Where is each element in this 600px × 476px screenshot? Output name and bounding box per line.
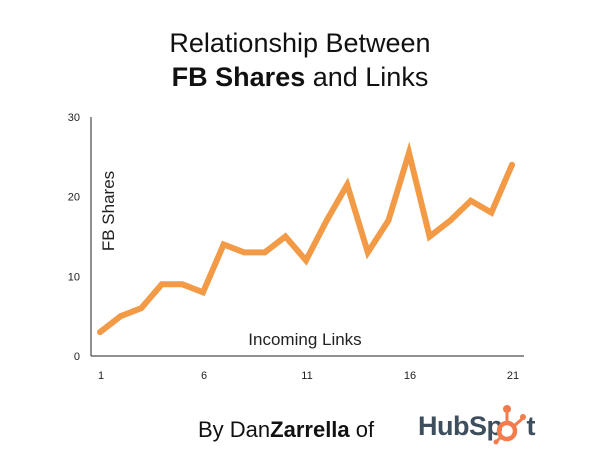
credit-suffix: of (349, 417, 375, 442)
data-point (385, 217, 392, 224)
data-point (261, 249, 268, 256)
logo-text-b: t (526, 411, 536, 441)
x-tick-label: 16 (404, 370, 416, 382)
series-points (97, 149, 515, 335)
hubspot-logo: HubSp t (418, 411, 535, 442)
chart-title-line-2: FB Shares and Links (0, 60, 600, 94)
chart-title-rest: and Links (305, 62, 429, 92)
data-point (200, 289, 206, 296)
data-point (406, 149, 412, 156)
series-line (97, 141, 515, 336)
y-tick-labels: 0 10 20 30 (68, 112, 80, 363)
chart-title-bold: FB Shares (171, 62, 306, 92)
data-point (467, 197, 474, 204)
chart-title-line-1: Relationship Between (169, 28, 431, 58)
data-point (303, 257, 309, 264)
data-point (426, 233, 433, 240)
y-tick-label: 20 (68, 192, 80, 204)
x-tick-label: 1 (98, 370, 104, 382)
data-point (447, 217, 454, 224)
data-point (241, 249, 248, 256)
credit-text: By DanZarrella of (198, 417, 374, 443)
credit-author: Zarrella (270, 417, 350, 442)
data-point (97, 329, 103, 335)
y-tick-label: 10 (68, 271, 80, 283)
data-point (509, 161, 515, 168)
data-point (179, 281, 186, 288)
data-point (344, 181, 351, 188)
x-axis-label: Incoming Links (248, 330, 361, 349)
x-tick-label: 6 (201, 370, 207, 382)
data-point (488, 209, 495, 216)
logo-text-a: HubSp (418, 411, 503, 441)
sprocket-icon (493, 405, 526, 445)
x-tick-label: 11 (301, 370, 312, 382)
data-point (323, 217, 330, 224)
data-point (220, 241, 227, 248)
data-point (158, 281, 165, 288)
y-tick-label: 30 (68, 112, 80, 124)
data-point (364, 249, 371, 256)
y-tick-label: 0 (74, 351, 80, 363)
credit-prefix: By Dan (198, 417, 271, 442)
x-tick-label: 21 (507, 370, 519, 382)
data-point (282, 233, 289, 240)
data-point (117, 313, 124, 320)
y-axis-label: FB Shares (99, 171, 118, 251)
data-point (138, 305, 145, 312)
x-tick-labels: 1 6 11 16 21 (98, 370, 519, 382)
